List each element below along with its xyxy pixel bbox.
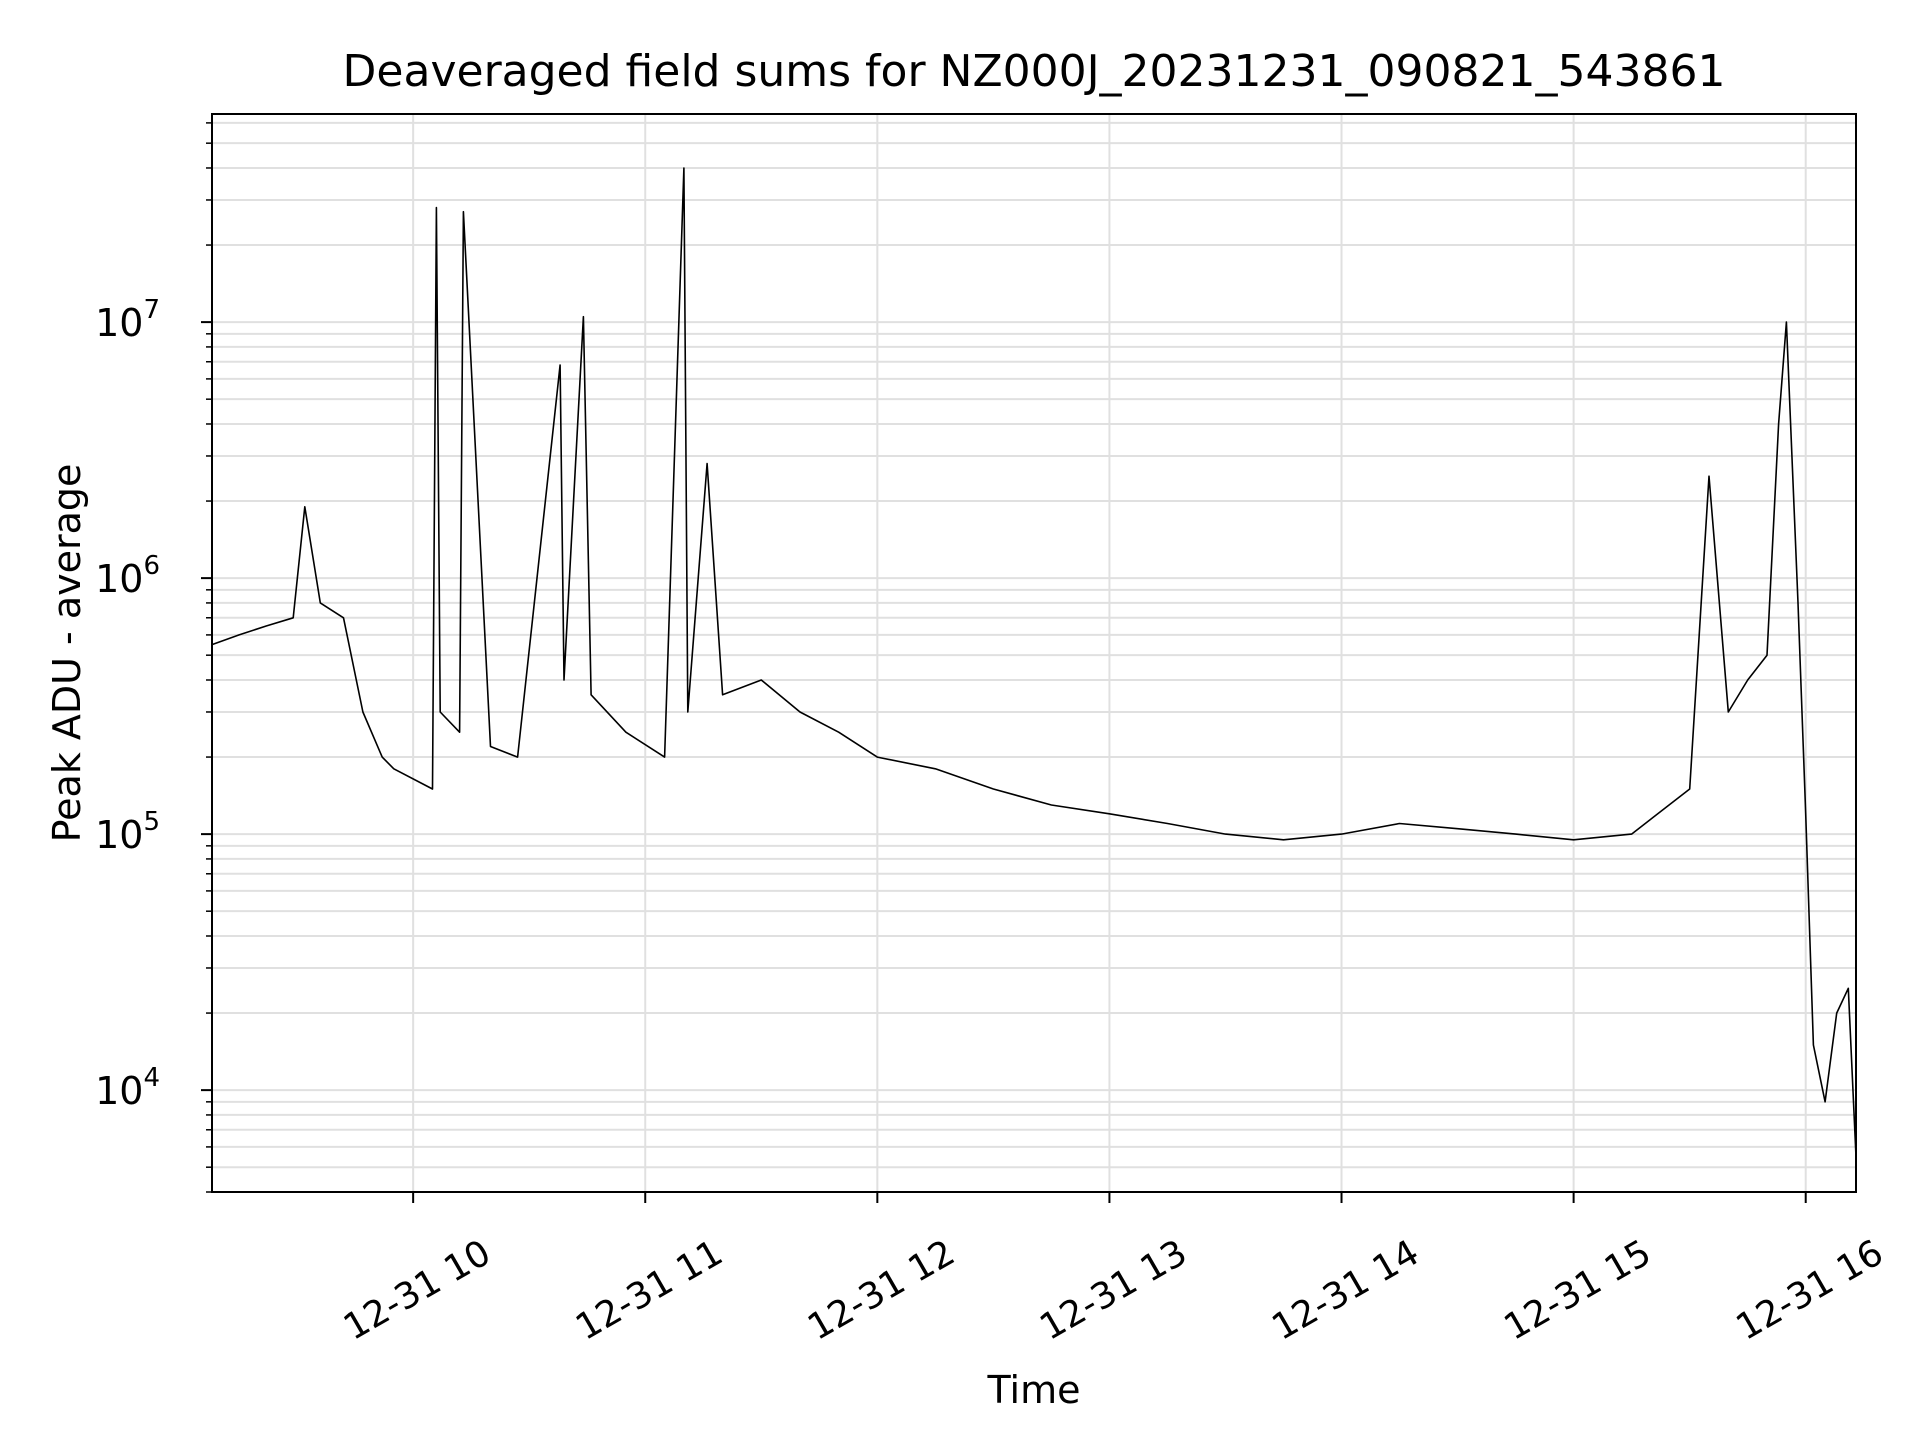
y-tick-label: 106 (95, 551, 160, 601)
x-axis-label: Time (987, 1368, 1081, 1412)
chart-title: Deaveraged field sums for NZ000J_2023123… (343, 46, 1726, 97)
y-tick-label: 107 (95, 295, 160, 345)
series-layer (211, 167, 1857, 1157)
y-tick-label: 105 (95, 807, 160, 857)
y-axis-label: Peak ADU - average (45, 464, 89, 843)
grid (212, 114, 1856, 1193)
y-tick-label: 104 (95, 1063, 160, 1113)
plot-frame (211, 113, 1857, 1193)
data-series-line (211, 167, 1857, 1157)
